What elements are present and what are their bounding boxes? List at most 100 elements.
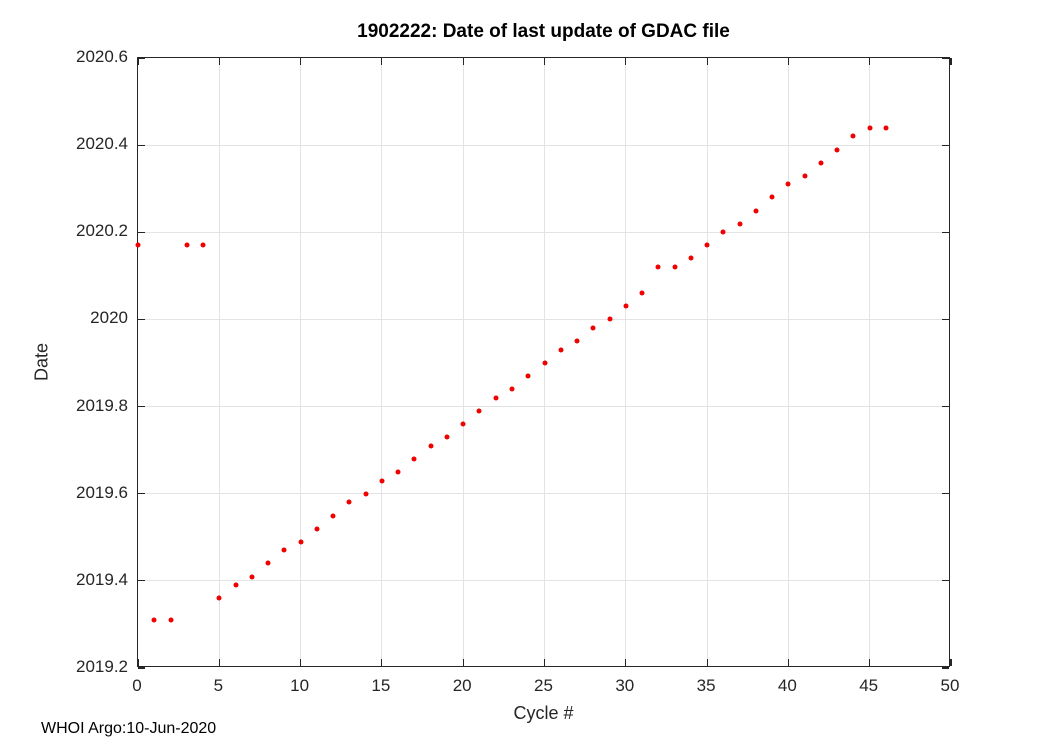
x-tick-label: 5 bbox=[213, 676, 224, 695]
data-point bbox=[395, 469, 401, 475]
y-tick-mark bbox=[138, 493, 145, 495]
x-tick-label: 50 bbox=[940, 676, 960, 695]
x-axis-label: Cycle # bbox=[513, 703, 574, 723]
x-gridline bbox=[462, 58, 464, 666]
y-tick-mark bbox=[138, 405, 145, 408]
data-point bbox=[509, 386, 515, 392]
data-point bbox=[834, 147, 840, 152]
x-tick-mark bbox=[462, 58, 464, 65]
x-tick-mark bbox=[543, 58, 546, 65]
y-gridline bbox=[138, 144, 949, 146]
x-tick-mark bbox=[787, 659, 789, 666]
data-point bbox=[330, 513, 336, 518]
data-point bbox=[249, 574, 255, 579]
y-gridline bbox=[138, 580, 949, 582]
data-point bbox=[802, 173, 808, 179]
x-tick-mark bbox=[625, 659, 627, 666]
data-point bbox=[720, 229, 726, 235]
y-tick-mark bbox=[138, 144, 145, 146]
data-point bbox=[672, 264, 678, 270]
y-tick-label: 2020.6 bbox=[76, 47, 128, 66]
x-tick-mark bbox=[462, 659, 464, 666]
x-tick-mark bbox=[869, 659, 871, 666]
x-tick-label: 45 bbox=[859, 676, 879, 695]
x-tick-mark bbox=[381, 58, 383, 65]
x-tick-label: 25 bbox=[534, 676, 553, 695]
data-point bbox=[411, 456, 417, 462]
y-tick-mark bbox=[942, 493, 949, 495]
x-tick-mark bbox=[950, 659, 952, 666]
x-tick-label: 0 bbox=[132, 676, 142, 695]
data-point bbox=[850, 133, 856, 139]
y-tick-label: 2019.6 bbox=[76, 482, 128, 502]
data-point bbox=[542, 360, 547, 366]
x-tick-mark bbox=[218, 58, 220, 65]
data-point bbox=[168, 617, 174, 623]
data-point bbox=[281, 547, 287, 553]
data-point bbox=[737, 221, 743, 227]
data-point bbox=[867, 125, 873, 131]
data-point bbox=[233, 582, 239, 588]
x-tick-label: 40 bbox=[777, 676, 797, 695]
x-tick-label: 35 bbox=[696, 676, 716, 695]
data-point bbox=[558, 347, 564, 353]
plot-area bbox=[135, 57, 952, 669]
y-gridline bbox=[138, 318, 949, 320]
data-point bbox=[314, 526, 320, 532]
data-point bbox=[379, 478, 385, 484]
x-tick-mark bbox=[300, 58, 302, 65]
y-tick-mark bbox=[138, 580, 145, 582]
data-point bbox=[574, 338, 580, 344]
y-tick-label: 2020.2 bbox=[76, 221, 128, 241]
y-tick-label: 2019.8 bbox=[76, 395, 128, 415]
data-point bbox=[476, 408, 482, 414]
data-point bbox=[590, 325, 596, 331]
y-tick-mark bbox=[942, 57, 949, 59]
y-tick-mark bbox=[942, 667, 949, 669]
y-tick-mark bbox=[942, 405, 949, 408]
data-point bbox=[298, 539, 304, 545]
data-point bbox=[151, 617, 157, 623]
y-tick-mark bbox=[138, 231, 145, 233]
data-point bbox=[688, 255, 694, 261]
x-gridline bbox=[218, 58, 220, 666]
data-point bbox=[639, 290, 645, 296]
data-point bbox=[200, 242, 206, 248]
data-point bbox=[346, 499, 352, 505]
x-tick-mark bbox=[137, 659, 139, 666]
data-point bbox=[216, 595, 222, 601]
y-tick-mark bbox=[942, 144, 949, 146]
y-axis-label: Date bbox=[31, 342, 52, 382]
y-tick-label: 2020.4 bbox=[76, 134, 128, 154]
x-tick-label: 10 bbox=[290, 676, 310, 695]
data-point bbox=[444, 434, 450, 440]
y-tick-mark bbox=[138, 667, 145, 669]
data-point bbox=[769, 194, 775, 200]
y-tick-mark bbox=[942, 318, 949, 321]
x-tick-mark bbox=[300, 659, 302, 666]
data-point bbox=[184, 242, 190, 248]
x-tick-mark bbox=[787, 58, 789, 65]
data-point bbox=[460, 421, 466, 427]
data-point bbox=[363, 491, 369, 497]
y-tick-label: 2019.2 bbox=[76, 657, 128, 676]
data-point bbox=[428, 443, 434, 449]
data-point bbox=[753, 208, 759, 213]
data-point bbox=[704, 242, 710, 248]
x-tick-mark bbox=[706, 659, 708, 666]
y-gridline bbox=[138, 493, 949, 495]
x-gridline bbox=[381, 58, 383, 666]
y-tick-mark bbox=[138, 318, 145, 321]
x-tick-label: 15 bbox=[371, 676, 391, 695]
data-point bbox=[883, 125, 889, 131]
data-point bbox=[135, 242, 141, 248]
x-tick-mark bbox=[381, 659, 383, 666]
y-gridline bbox=[138, 231, 949, 233]
x-tick-mark bbox=[218, 659, 220, 666]
x-tick-mark bbox=[625, 58, 627, 65]
y-tick-mark bbox=[942, 231, 949, 233]
y-tick-label: 2020 bbox=[90, 308, 128, 328]
x-tick-mark bbox=[137, 58, 139, 65]
x-tick-label: 30 bbox=[615, 676, 635, 695]
